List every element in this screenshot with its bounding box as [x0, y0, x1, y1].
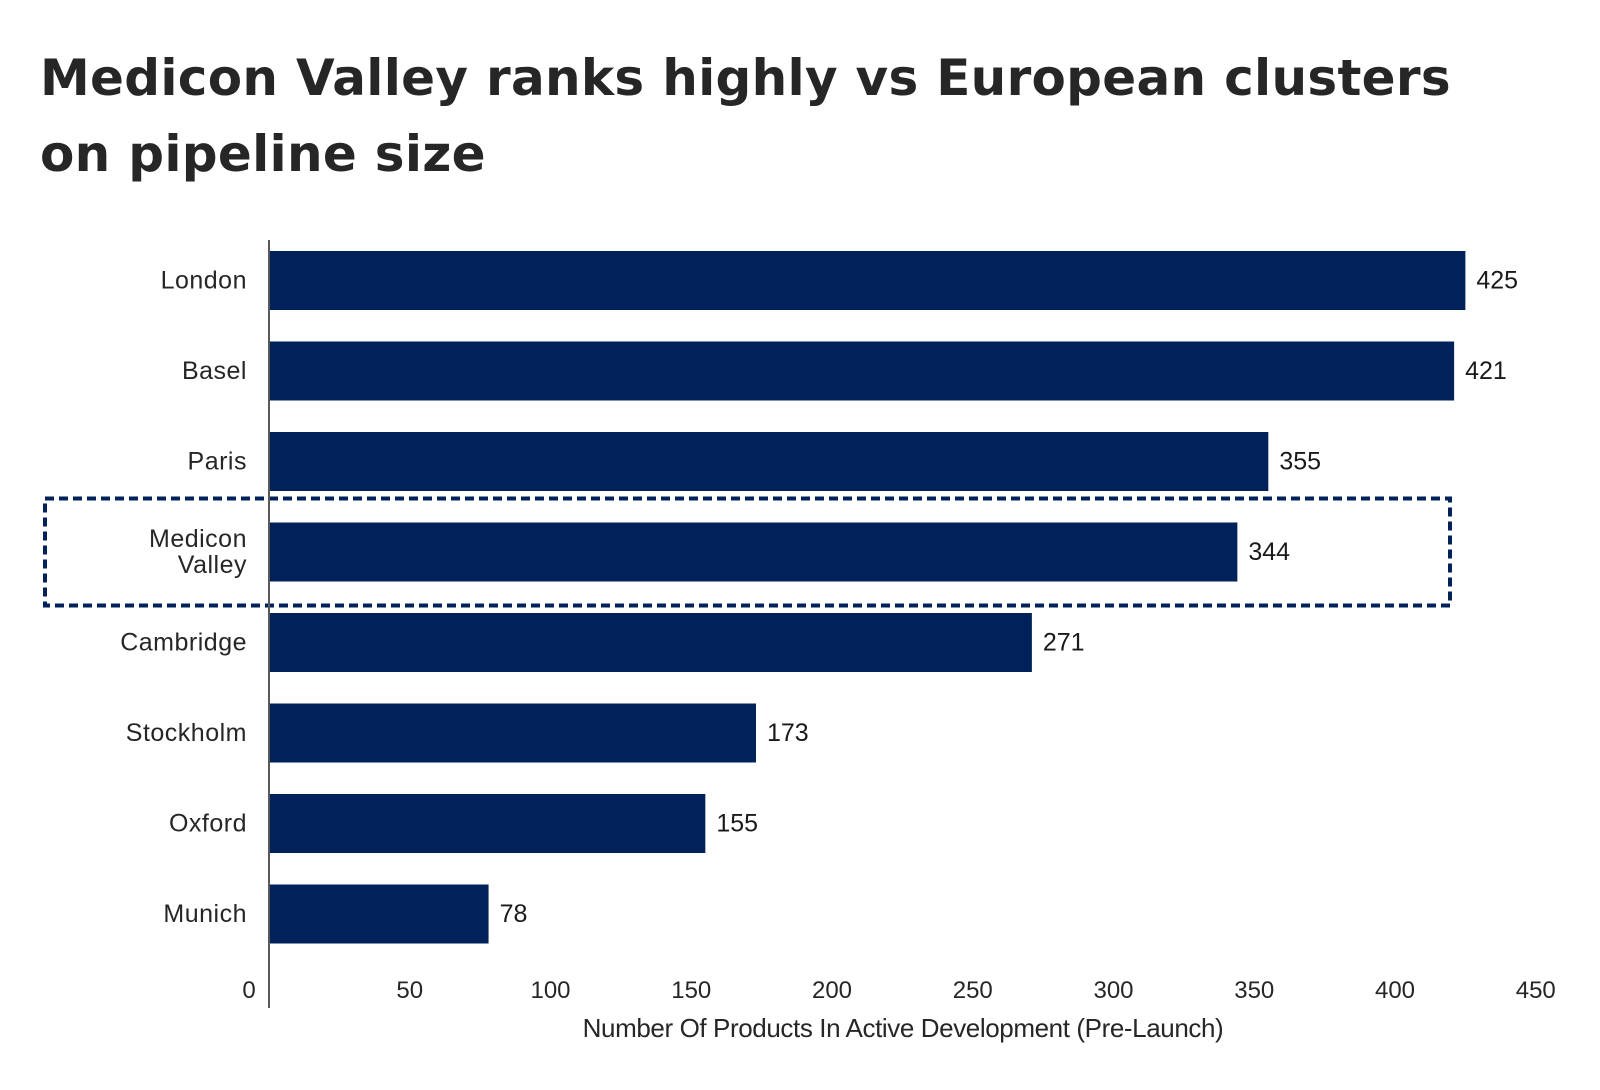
value-label-paris: 355: [1279, 448, 1321, 476]
x-axis-title: Number Of Products In Active Development…: [583, 1013, 1224, 1043]
bar-london: [269, 251, 1466, 310]
x-tick-label-200: 200: [812, 977, 852, 1004]
category-label-paris: Paris: [188, 448, 247, 476]
bar-cambridge: [269, 613, 1032, 672]
value-label-oxford: 155: [716, 810, 758, 838]
category-label-stockholm: Stockholm: [126, 719, 247, 747]
category-label-oxford: Oxford: [169, 810, 247, 838]
bar-oxford: [269, 794, 706, 853]
bar-paris: [269, 432, 1269, 491]
category-label-medicon-valley-line-2: Valley: [178, 551, 247, 579]
x-tick-label-50: 50: [396, 977, 423, 1004]
value-label-london: 425: [1476, 267, 1518, 295]
category-label-london: London: [161, 267, 247, 295]
bar-basel: [269, 341, 1455, 401]
value-label-basel: 421: [1465, 357, 1507, 385]
value-label-stockholm: 173: [767, 719, 809, 747]
value-label-medicon-valley: 344: [1248, 538, 1290, 566]
value-label-munich: 78: [500, 900, 528, 928]
category-label-medicon-valley-line-1: Medicon: [149, 525, 247, 553]
x-tick-label-100: 100: [530, 977, 570, 1004]
chart-title: Medicon Valley ranks highly vs European …: [40, 49, 1451, 183]
x-tick-label-300: 300: [1093, 977, 1133, 1004]
x-tick-label-150: 150: [671, 977, 711, 1004]
bar-medicon-valley: [269, 522, 1238, 582]
bar-stockholm: [269, 703, 756, 763]
highlight-box: [43, 496, 1452, 608]
x-tick-label-0: 0: [242, 977, 255, 1004]
category-label-munich: Munich: [163, 900, 247, 928]
x-tick-label-250: 250: [953, 977, 993, 1004]
x-tick-label-400: 400: [1375, 977, 1415, 1004]
x-tick-label-350: 350: [1234, 977, 1274, 1004]
category-label-cambridge: Cambridge: [120, 629, 247, 657]
value-label-cambridge: 271: [1043, 629, 1085, 657]
bar-munich: [269, 884, 489, 944]
category-label-basel: Basel: [182, 357, 247, 385]
x-tick-label-450: 450: [1516, 977, 1556, 1004]
